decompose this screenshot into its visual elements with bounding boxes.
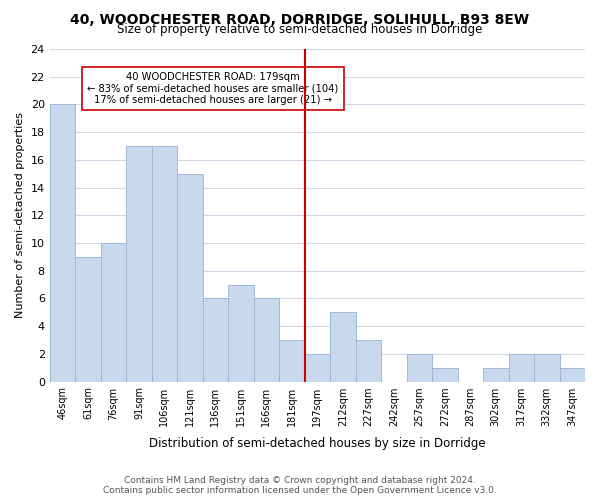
Bar — [75, 257, 101, 382]
Text: Contains HM Land Registry data © Crown copyright and database right 2024.
Contai: Contains HM Land Registry data © Crown c… — [103, 476, 497, 495]
Text: Size of property relative to semi-detached houses in Dorridge: Size of property relative to semi-detach… — [118, 22, 482, 36]
Bar — [152, 146, 177, 382]
X-axis label: Distribution of semi-detached houses by size in Dorridge: Distribution of semi-detached houses by … — [149, 437, 485, 450]
Bar — [126, 146, 152, 382]
Bar — [305, 354, 330, 382]
Bar — [254, 298, 279, 382]
Bar — [330, 312, 356, 382]
Bar — [203, 298, 228, 382]
Bar — [432, 368, 458, 382]
Bar — [228, 284, 254, 382]
Bar — [356, 340, 381, 382]
Bar — [534, 354, 560, 382]
Bar — [560, 368, 585, 382]
Bar — [279, 340, 305, 382]
Bar — [101, 243, 126, 382]
Bar — [177, 174, 203, 382]
Bar — [50, 104, 75, 382]
Text: 40, WOODCHESTER ROAD, DORRIDGE, SOLIHULL, B93 8EW: 40, WOODCHESTER ROAD, DORRIDGE, SOLIHULL… — [70, 12, 530, 26]
Text: 40 WOODCHESTER ROAD: 179sqm
← 83% of semi-detached houses are smaller (104)
17% : 40 WOODCHESTER ROAD: 179sqm ← 83% of sem… — [88, 72, 338, 106]
Bar — [407, 354, 432, 382]
Bar — [509, 354, 534, 382]
Bar — [483, 368, 509, 382]
Y-axis label: Number of semi-detached properties: Number of semi-detached properties — [15, 112, 25, 318]
